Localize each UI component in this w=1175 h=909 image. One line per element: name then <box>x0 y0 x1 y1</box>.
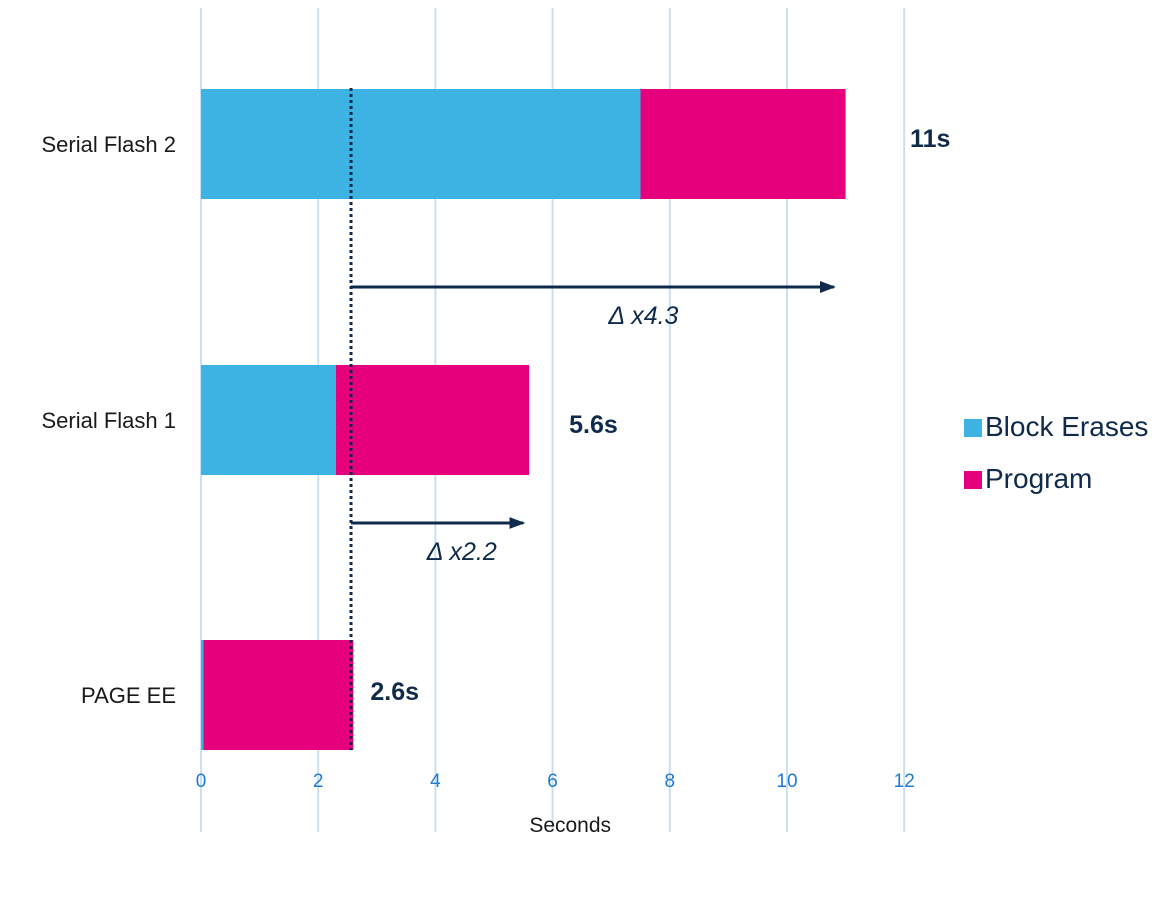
category-label: Serial Flash 2 <box>41 132 176 157</box>
bar-program-serial-flash-2 <box>640 89 846 199</box>
category-label: PAGE EE <box>81 683 176 708</box>
bar-block-erases-serial-flash-2 <box>201 89 641 199</box>
bar-block-erases-page-ee <box>201 640 204 750</box>
x-tick-label: 0 <box>196 771 207 792</box>
legend-label: Program <box>985 463 1092 494</box>
bar-program-page-ee <box>203 640 354 750</box>
legend-swatch <box>964 471 982 489</box>
labels: 0 2 4 6 8 10 12 Seconds Serial Flash 2 11s Serial … <box>41 125 950 837</box>
bar-program-serial-flash-1 <box>335 365 530 475</box>
x-tick-label: 12 <box>894 771 915 792</box>
x-axis-title: Seconds <box>529 814 611 837</box>
legend-label: Block Erases <box>985 411 1148 442</box>
legend: Block Erases Program <box>964 411 1148 494</box>
x-tick-label: 10 <box>776 771 797 792</box>
delta-label: Δ x2.2 <box>426 538 497 566</box>
x-tick-label: 4 <box>430 771 441 792</box>
category-label: Serial Flash 1 <box>41 408 176 433</box>
bar-block-erases-serial-flash-1 <box>201 365 336 475</box>
x-tick-label: 8 <box>665 771 676 792</box>
total-label: 5.6s <box>569 411 618 439</box>
total-label: 2.6s <box>370 678 419 706</box>
bars <box>201 89 846 750</box>
x-tick-label: 2 <box>313 771 324 792</box>
annotations: Δ x4.3 Δ x2.2 <box>351 281 836 566</box>
total-label: 11s <box>910 125 950 153</box>
legend-swatch <box>964 419 982 437</box>
delta-label: Δ x4.3 <box>607 302 678 330</box>
x-tick-label: 6 <box>547 771 558 792</box>
